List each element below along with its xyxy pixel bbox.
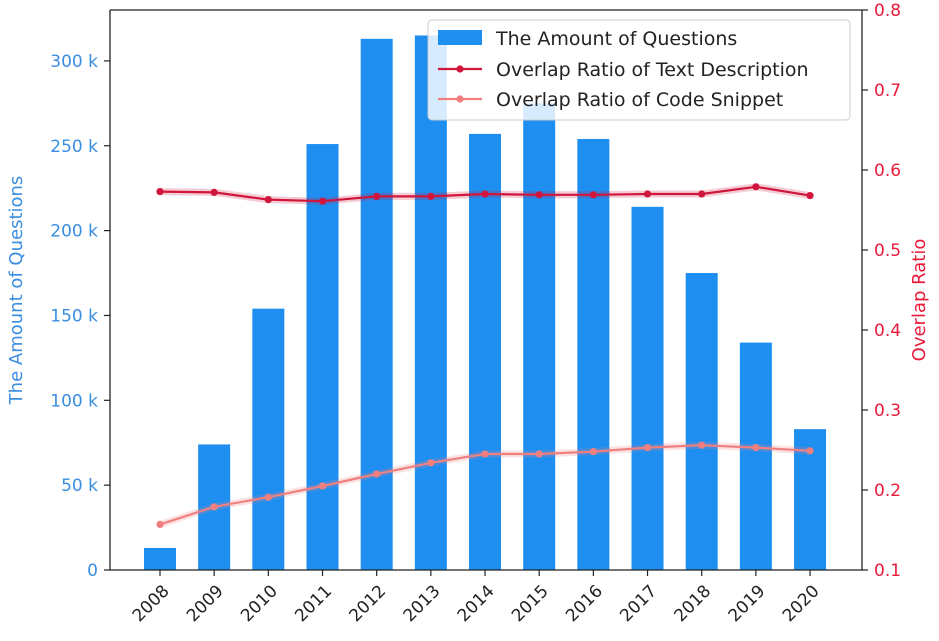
left-tick-label: 100 k <box>50 391 98 411</box>
point-text-description-2014 <box>481 190 489 198</box>
point-code-snippet-2018 <box>698 441 706 449</box>
right-tick-label: 0.6 <box>874 161 901 181</box>
line-series-group <box>156 183 814 529</box>
x-tick-label: 2018 <box>671 581 716 626</box>
x-tick-label: 2013 <box>400 581 445 626</box>
point-code-snippet-2014 <box>481 450 489 458</box>
left-tick-label: 50 k <box>61 476 98 496</box>
left-tick-label: 150 k <box>50 306 98 326</box>
point-code-snippet-2019 <box>752 444 760 452</box>
x-tick-label: 2011 <box>291 581 336 626</box>
right-tick-label: 0.1 <box>874 561 901 581</box>
x-tick-label: 2009 <box>183 581 228 626</box>
point-text-description-2015 <box>535 191 543 199</box>
legend-box <box>427 19 851 121</box>
bar-2016 <box>577 138 610 570</box>
left-tick-label: 200 k <box>50 222 98 242</box>
x-tick-label: 2015 <box>508 581 553 626</box>
point-code-snippet-2009 <box>210 503 218 511</box>
y-axis-label-left: The Amount of Questions <box>6 176 27 406</box>
right-tick-label: 0.5 <box>874 241 901 261</box>
bar-2013 <box>414 35 447 571</box>
x-tick-label: 2019 <box>725 581 770 626</box>
point-text-description-2010 <box>264 196 272 204</box>
point-text-description-2019 <box>752 183 760 191</box>
point-code-snippet-2015 <box>535 450 543 458</box>
x-tick-label: 2008 <box>129 581 174 626</box>
point-text-description-2008 <box>156 188 164 196</box>
x-tick-label: 2010 <box>237 581 282 626</box>
point-code-snippet-2017 <box>643 444 652 452</box>
point-text-description-2009 <box>210 188 218 196</box>
point-text-description-2016 <box>589 191 597 199</box>
right-tick-label: 0.4 <box>874 321 901 341</box>
point-text-description-2011 <box>318 197 327 205</box>
bar-2008 <box>144 547 176 570</box>
x-tick-label: 2014 <box>454 581 499 626</box>
x-tick-label: 2016 <box>562 581 607 626</box>
legend-marker-code-snippet <box>456 95 464 103</box>
left-tick-label: 250 k <box>50 137 98 157</box>
point-code-snippet-2008 <box>156 520 164 529</box>
x-tick-label: 2012 <box>345 581 390 626</box>
legend: The Amount of Questions Overlap Ratio of … <box>427 19 851 121</box>
bar-2019 <box>739 342 772 570</box>
bar-2014 <box>469 133 502 570</box>
y-axis-label-right: Overlap Ratio <box>909 239 930 362</box>
point-text-description-2012 <box>373 192 381 200</box>
point-text-description-2017 <box>643 190 652 198</box>
axis-labels: The Amount of Questions Overlap Ratio <box>6 176 930 406</box>
right-tick-label: 0.8 <box>874 1 901 21</box>
point-code-snippet-2013 <box>427 459 435 467</box>
point-text-description-2013 <box>427 192 435 200</box>
right-tick-label: 0.3 <box>874 401 901 421</box>
right-tick-label: 0.7 <box>874 81 901 101</box>
left-tick-label: 0 <box>87 561 98 581</box>
left-tick-label: 300 k <box>50 52 98 72</box>
bar-series <box>144 35 827 571</box>
legend-marker-text-description <box>456 65 464 73</box>
point-text-description-2020 <box>806 192 814 200</box>
legend-label-code-snippet: Overlap Ratio of Code Snippet <box>496 89 783 111</box>
bar-2011 <box>306 144 339 570</box>
point-code-snippet-2016 <box>589 448 597 456</box>
legend-label-text-description: Overlap Ratio of Text Description <box>496 59 809 81</box>
legend-swatch-bar <box>438 30 482 45</box>
axes <box>109 9 863 571</box>
point-code-snippet-2012 <box>373 470 381 478</box>
right-tick-label: 0.2 <box>874 481 901 501</box>
bar-2017 <box>631 206 664 570</box>
legend-label-bar: The Amount of Questions <box>495 28 737 50</box>
bar-2018 <box>685 273 718 570</box>
point-text-description-2018 <box>698 190 706 198</box>
bar-2015 <box>523 103 556 570</box>
point-code-snippet-2011 <box>318 482 327 490</box>
x-tick-label: 2017 <box>616 581 661 626</box>
bar-2010 <box>252 308 285 570</box>
bar-2012 <box>360 38 393 570</box>
x-tick-label: 2020 <box>779 581 824 626</box>
point-code-snippet-2020 <box>806 447 814 455</box>
point-code-snippet-2010 <box>264 493 272 501</box>
